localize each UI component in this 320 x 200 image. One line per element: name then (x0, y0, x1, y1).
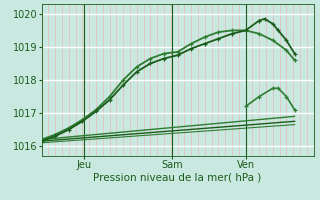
X-axis label: Pression niveau de la mer( hPa ): Pression niveau de la mer( hPa ) (93, 173, 262, 183)
